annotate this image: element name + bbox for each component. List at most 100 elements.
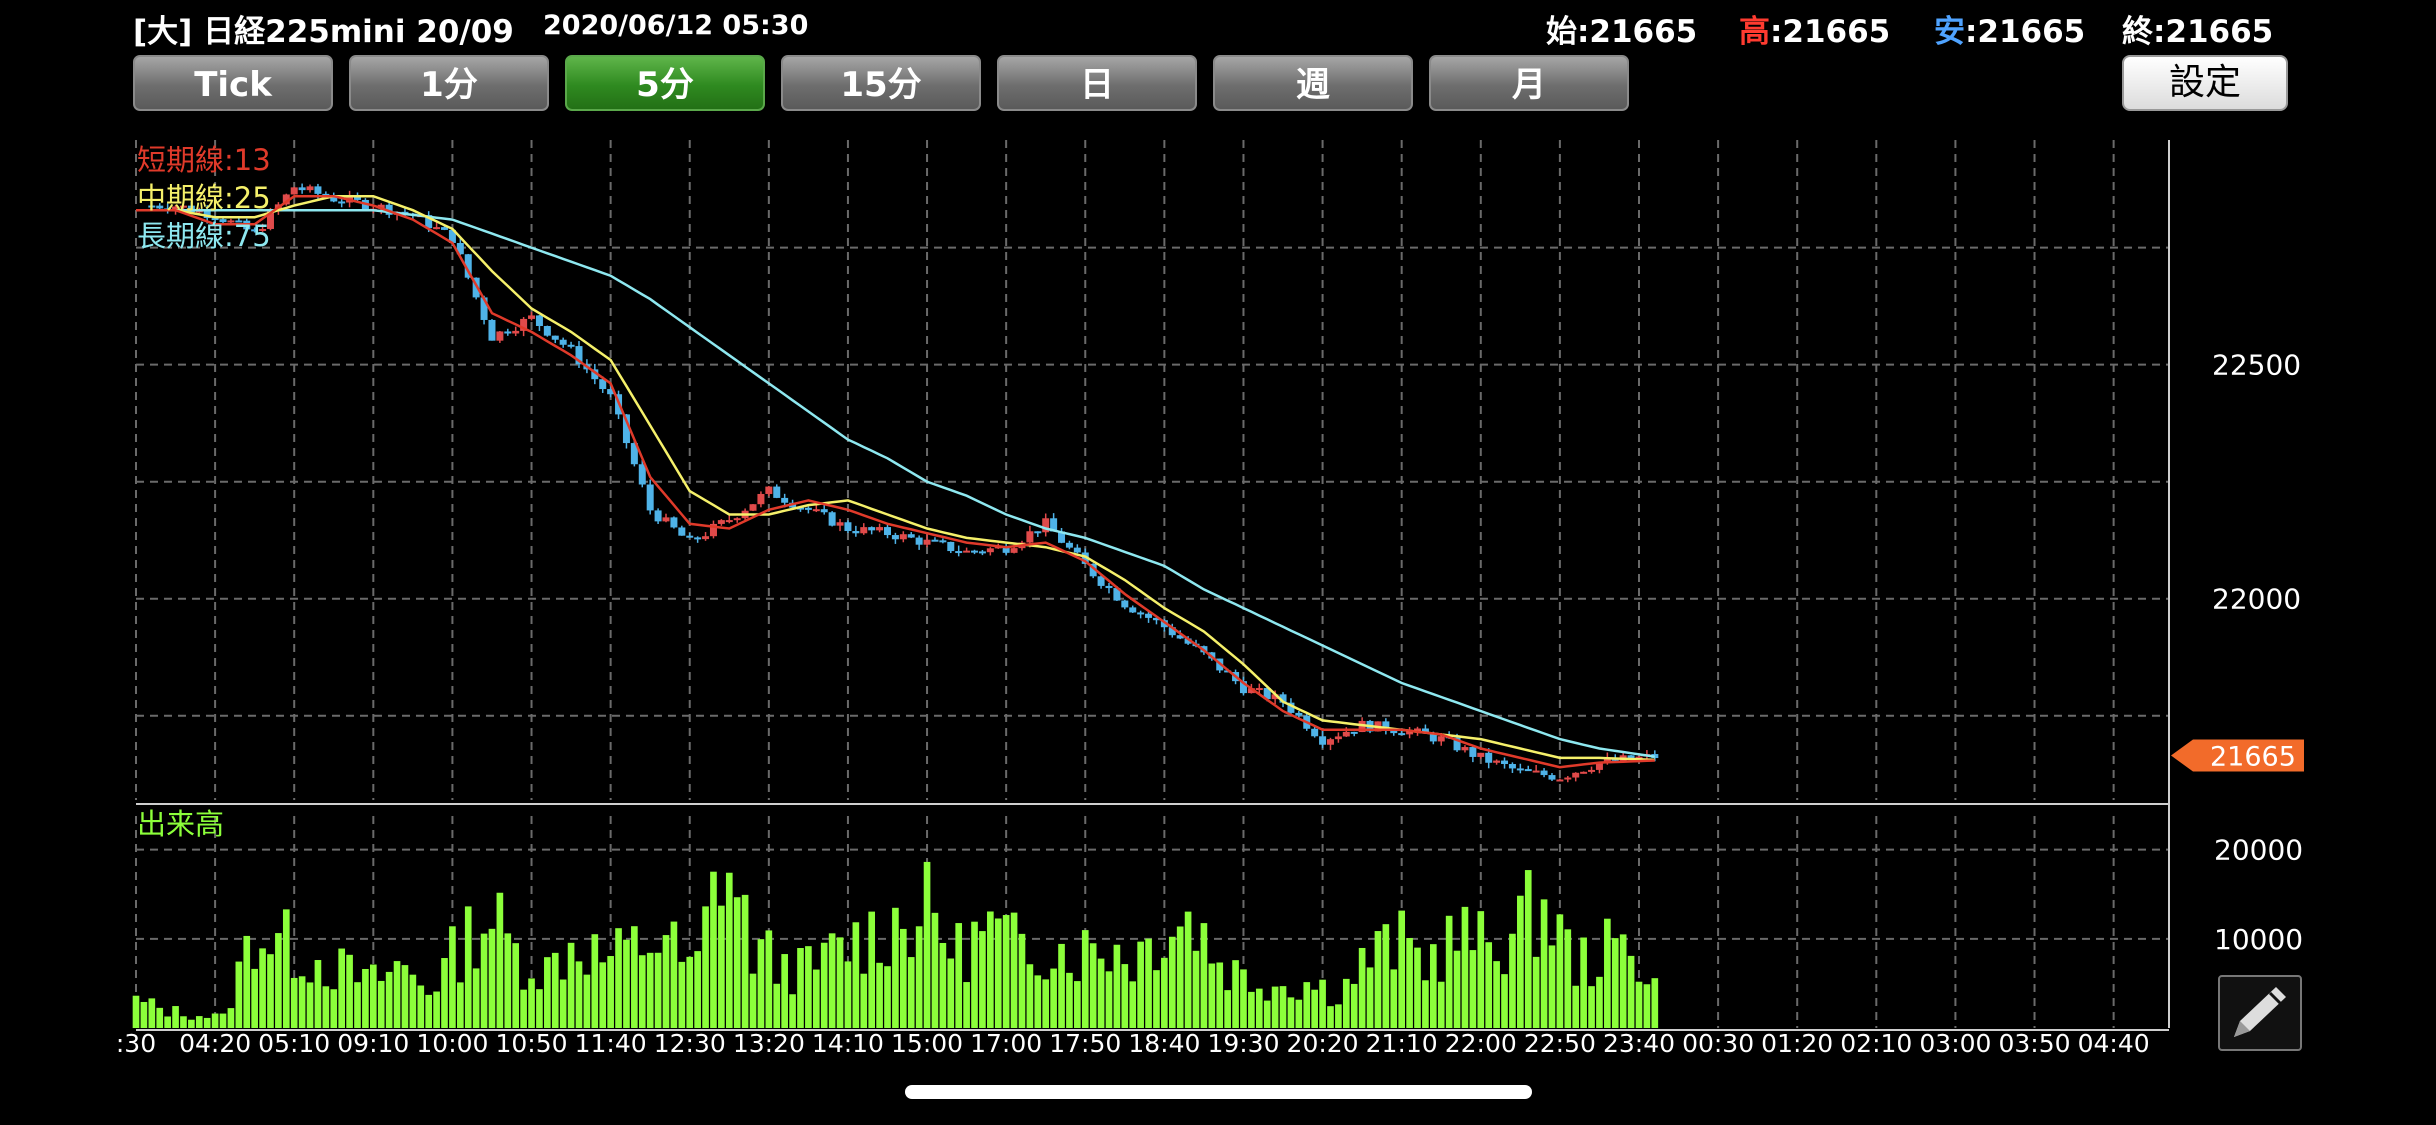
candle-body (1065, 542, 1073, 548)
volume-bar (987, 911, 994, 1028)
candle-body (1516, 768, 1524, 771)
candle-body (1453, 737, 1461, 751)
time-tick-label: 10:50 (496, 1029, 568, 1058)
interval-5min-button[interactable]: 5分 (565, 55, 765, 111)
candle (820, 504, 828, 515)
volume-bar (725, 872, 733, 1028)
candle-body (1263, 688, 1271, 700)
candle-body (717, 520, 725, 524)
volume-bar (607, 956, 614, 1028)
candle (496, 330, 504, 343)
draw-tool-button[interactable] (2218, 975, 2302, 1051)
interval-day-button[interactable]: 日 (997, 55, 1197, 111)
interval-tick-button[interactable]: Tick (133, 55, 333, 111)
settings-button[interactable]: 設定 (2122, 55, 2288, 111)
candle (1382, 718, 1390, 735)
volume-bar (1342, 978, 1350, 1028)
candle (765, 485, 773, 497)
candle (1508, 762, 1516, 773)
candle-body (836, 522, 844, 526)
volume-bar (464, 906, 472, 1028)
candle-body (148, 205, 156, 208)
home-indicator[interactable] (905, 1085, 1532, 1099)
volume-bar (243, 935, 251, 1028)
interval-month-button[interactable]: 月 (1429, 55, 1629, 111)
volume-bar (140, 1001, 148, 1028)
volume-bar (718, 905, 725, 1028)
candle (915, 535, 923, 550)
candle-body (1145, 613, 1153, 618)
candle-body (1588, 769, 1596, 772)
candle-body (1295, 712, 1303, 716)
candle-body (844, 522, 852, 532)
candle (1137, 610, 1145, 619)
ohlc-low: 安:21665 (1934, 14, 2086, 50)
candle-body (891, 535, 899, 540)
long-ma-line (136, 208, 1655, 758)
volume-bar (282, 909, 290, 1028)
candle-body (559, 339, 567, 345)
candle-body (1556, 779, 1564, 782)
candle (868, 526, 876, 535)
time-tick-label: 20:20 (1287, 1029, 1359, 1058)
volume-bar (923, 861, 931, 1028)
candle (939, 538, 947, 544)
candle-body (765, 486, 773, 494)
candle-body (290, 187, 298, 195)
candle (1524, 765, 1532, 772)
volume-bar (1279, 986, 1287, 1028)
interval-1min-button[interactable]: 1分 (349, 55, 549, 111)
candle-body (599, 379, 607, 390)
candle-body (1501, 760, 1509, 765)
candle-body (219, 219, 227, 223)
volume-bar (1224, 990, 1231, 1028)
volume-bar (1461, 906, 1469, 1028)
volume-bar (259, 948, 266, 1028)
candle (1595, 761, 1603, 774)
candle (1239, 676, 1247, 696)
volume-bar (789, 994, 796, 1028)
candle-body (1129, 607, 1137, 613)
volume-bar (1509, 933, 1516, 1028)
candle-body (939, 540, 947, 543)
candle-body (156, 205, 164, 209)
ohlc-close: 終:21665 (2122, 14, 2274, 50)
candle (923, 534, 931, 548)
legend-entry: 中期線:25 (137, 181, 271, 215)
volume-bar (1081, 930, 1089, 1028)
candle-body (757, 493, 765, 505)
volume-bar (749, 973, 757, 1028)
candle-body (796, 507, 804, 510)
volume-bar (670, 921, 678, 1028)
price-tick-label: 22500 (2212, 349, 2301, 382)
volume-bar (1255, 988, 1263, 1028)
volume-bar (781, 954, 788, 1028)
candle-body (235, 220, 243, 223)
volume-bar (330, 989, 338, 1028)
candle-body (986, 548, 994, 553)
interval-week-button[interactable]: 週 (1213, 55, 1413, 111)
candle (1105, 582, 1113, 594)
volume-bar (1453, 950, 1461, 1028)
candle-body (306, 186, 314, 191)
volume-bar (1074, 981, 1081, 1028)
candle-body (1271, 694, 1279, 700)
interval-15min-button[interactable]: 15分 (781, 55, 981, 111)
candle-body (1058, 531, 1066, 543)
volume-bar (227, 1008, 235, 1028)
candle-body (1540, 770, 1548, 776)
volume-bar (1335, 1004, 1342, 1028)
time-tick-label: 02:10 (1840, 1029, 1912, 1058)
volume-bar (148, 998, 156, 1028)
candle-body (1089, 563, 1097, 577)
price-tick-label: 22000 (2212, 583, 2301, 616)
volume-bar (544, 957, 551, 1028)
volume-bar (417, 985, 425, 1028)
candle (860, 523, 868, 535)
volume-bar (433, 991, 440, 1028)
volume-bar (1398, 910, 1406, 1028)
candle-body (646, 484, 654, 511)
candle-body (773, 486, 781, 498)
candle-body (528, 315, 536, 319)
